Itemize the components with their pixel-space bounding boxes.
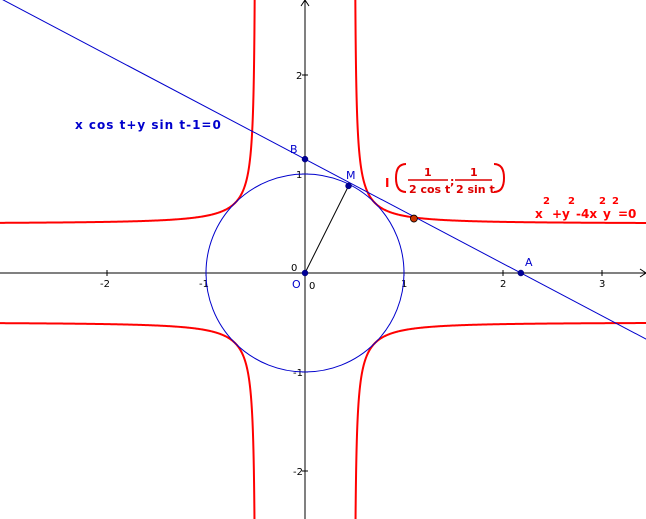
unit-circle <box>205 173 405 373</box>
frac1-numerator: 1 <box>424 166 432 179</box>
curve-eq-exp-2: 2 <box>568 196 575 207</box>
x-tick-label: 3 <box>599 279 605 290</box>
y-axis-arrow-icon <box>300 0 310 7</box>
y-tick-label: 2 <box>296 71 302 82</box>
point-a[interactable] <box>517 269 525 277</box>
points <box>301 155 525 277</box>
x-tick-label: 1 <box>401 279 407 290</box>
y-tick-label: -2 <box>293 467 303 478</box>
origin-label: 0 <box>291 263 297 274</box>
x-tick-label: 0 <box>309 281 315 292</box>
y-tick-label: 1 <box>296 170 302 181</box>
curve-eq-plus-y: +y <box>552 207 570 221</box>
tangent-equation: x cos t+y sin t-1=0 <box>75 118 222 132</box>
point-m[interactable] <box>345 182 352 190</box>
frac-separator: ; <box>450 175 454 188</box>
left-paren-icon <box>394 163 407 193</box>
curve-eq-exp-3: 2 <box>599 196 606 207</box>
red-curve-branch <box>0 322 256 519</box>
tangent-line <box>2 0 646 340</box>
red-curve-branch <box>0 0 256 224</box>
curve-equation: x 2 +y 2 -4x 2 y 2 =0 <box>535 196 636 221</box>
point-m-label: M <box>346 169 356 182</box>
point-o-label: O <box>292 278 301 291</box>
frac2-numerator: 1 <box>470 166 478 179</box>
point-i[interactable] <box>409 214 418 223</box>
right-paren-icon <box>493 163 506 193</box>
x-tick-label: -2 <box>100 279 110 290</box>
red-curve-branch <box>354 0 646 224</box>
point-b[interactable] <box>301 155 309 163</box>
x-axis-arrow-icon <box>639 268 646 278</box>
x-tick-label: -1 <box>199 279 209 290</box>
point-i-coordinates: I 1 2 cos t ; 1 2 sin t <box>385 163 506 196</box>
x-tick-label: 2 <box>500 279 506 290</box>
curve-eq-minus-4x: -4x <box>576 207 597 221</box>
curve-eq-exp-1: 2 <box>543 196 550 207</box>
y-tick-label: -1 <box>293 368 303 379</box>
curve-eq-equals-zero: =0 <box>618 207 636 221</box>
frac2-denominator: 2 sin t <box>456 183 495 196</box>
frac1-denominator: 2 cos t <box>409 183 450 196</box>
curve-eq-y: y <box>603 207 611 221</box>
point-o[interactable] <box>301 269 309 277</box>
segment-om <box>304 185 350 274</box>
point-b-label: B <box>290 143 298 156</box>
point-i-name: I <box>385 176 389 190</box>
curve-eq-x: x <box>535 207 543 221</box>
red-curve-branch <box>354 322 646 519</box>
point-a-label: A <box>525 256 533 269</box>
curve-eq-exp-4: 2 <box>612 196 619 207</box>
